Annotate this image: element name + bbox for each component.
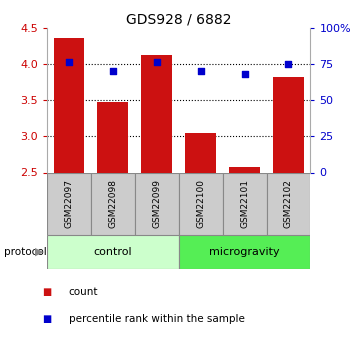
Text: GSM22099: GSM22099	[152, 179, 161, 228]
Bar	[273, 77, 304, 172]
Bar	[223, 172, 266, 235]
Point	[154, 60, 160, 65]
Bar	[91, 172, 135, 235]
Text: GSM22101: GSM22101	[240, 179, 249, 228]
Bar	[179, 235, 310, 269]
Bar	[135, 172, 179, 235]
Point	[242, 71, 248, 77]
Bar	[47, 172, 91, 235]
Bar	[47, 235, 179, 269]
Text: GSM22102: GSM22102	[284, 179, 293, 228]
Text: control: control	[93, 247, 132, 257]
Bar	[266, 172, 310, 235]
Bar	[97, 102, 128, 172]
Bar	[142, 55, 172, 172]
Bar	[179, 172, 223, 235]
Text: GSM22100: GSM22100	[196, 179, 205, 228]
Point	[66, 60, 72, 65]
Text: ▶: ▶	[35, 247, 44, 257]
Text: ■: ■	[42, 287, 52, 296]
Text: percentile rank within the sample: percentile rank within the sample	[69, 314, 244, 324]
Bar	[185, 132, 216, 172]
Title: GDS928 / 6882: GDS928 / 6882	[126, 12, 231, 27]
Text: GSM22097: GSM22097	[64, 179, 73, 228]
Text: ■: ■	[42, 314, 52, 324]
Point	[286, 61, 291, 67]
Bar	[53, 38, 84, 172]
Point	[198, 68, 204, 74]
Text: count: count	[69, 287, 98, 296]
Text: GSM22098: GSM22098	[108, 179, 117, 228]
Point	[110, 68, 116, 74]
Text: protocol: protocol	[4, 247, 46, 257]
Bar	[229, 167, 260, 172]
Text: microgravity: microgravity	[209, 247, 280, 257]
